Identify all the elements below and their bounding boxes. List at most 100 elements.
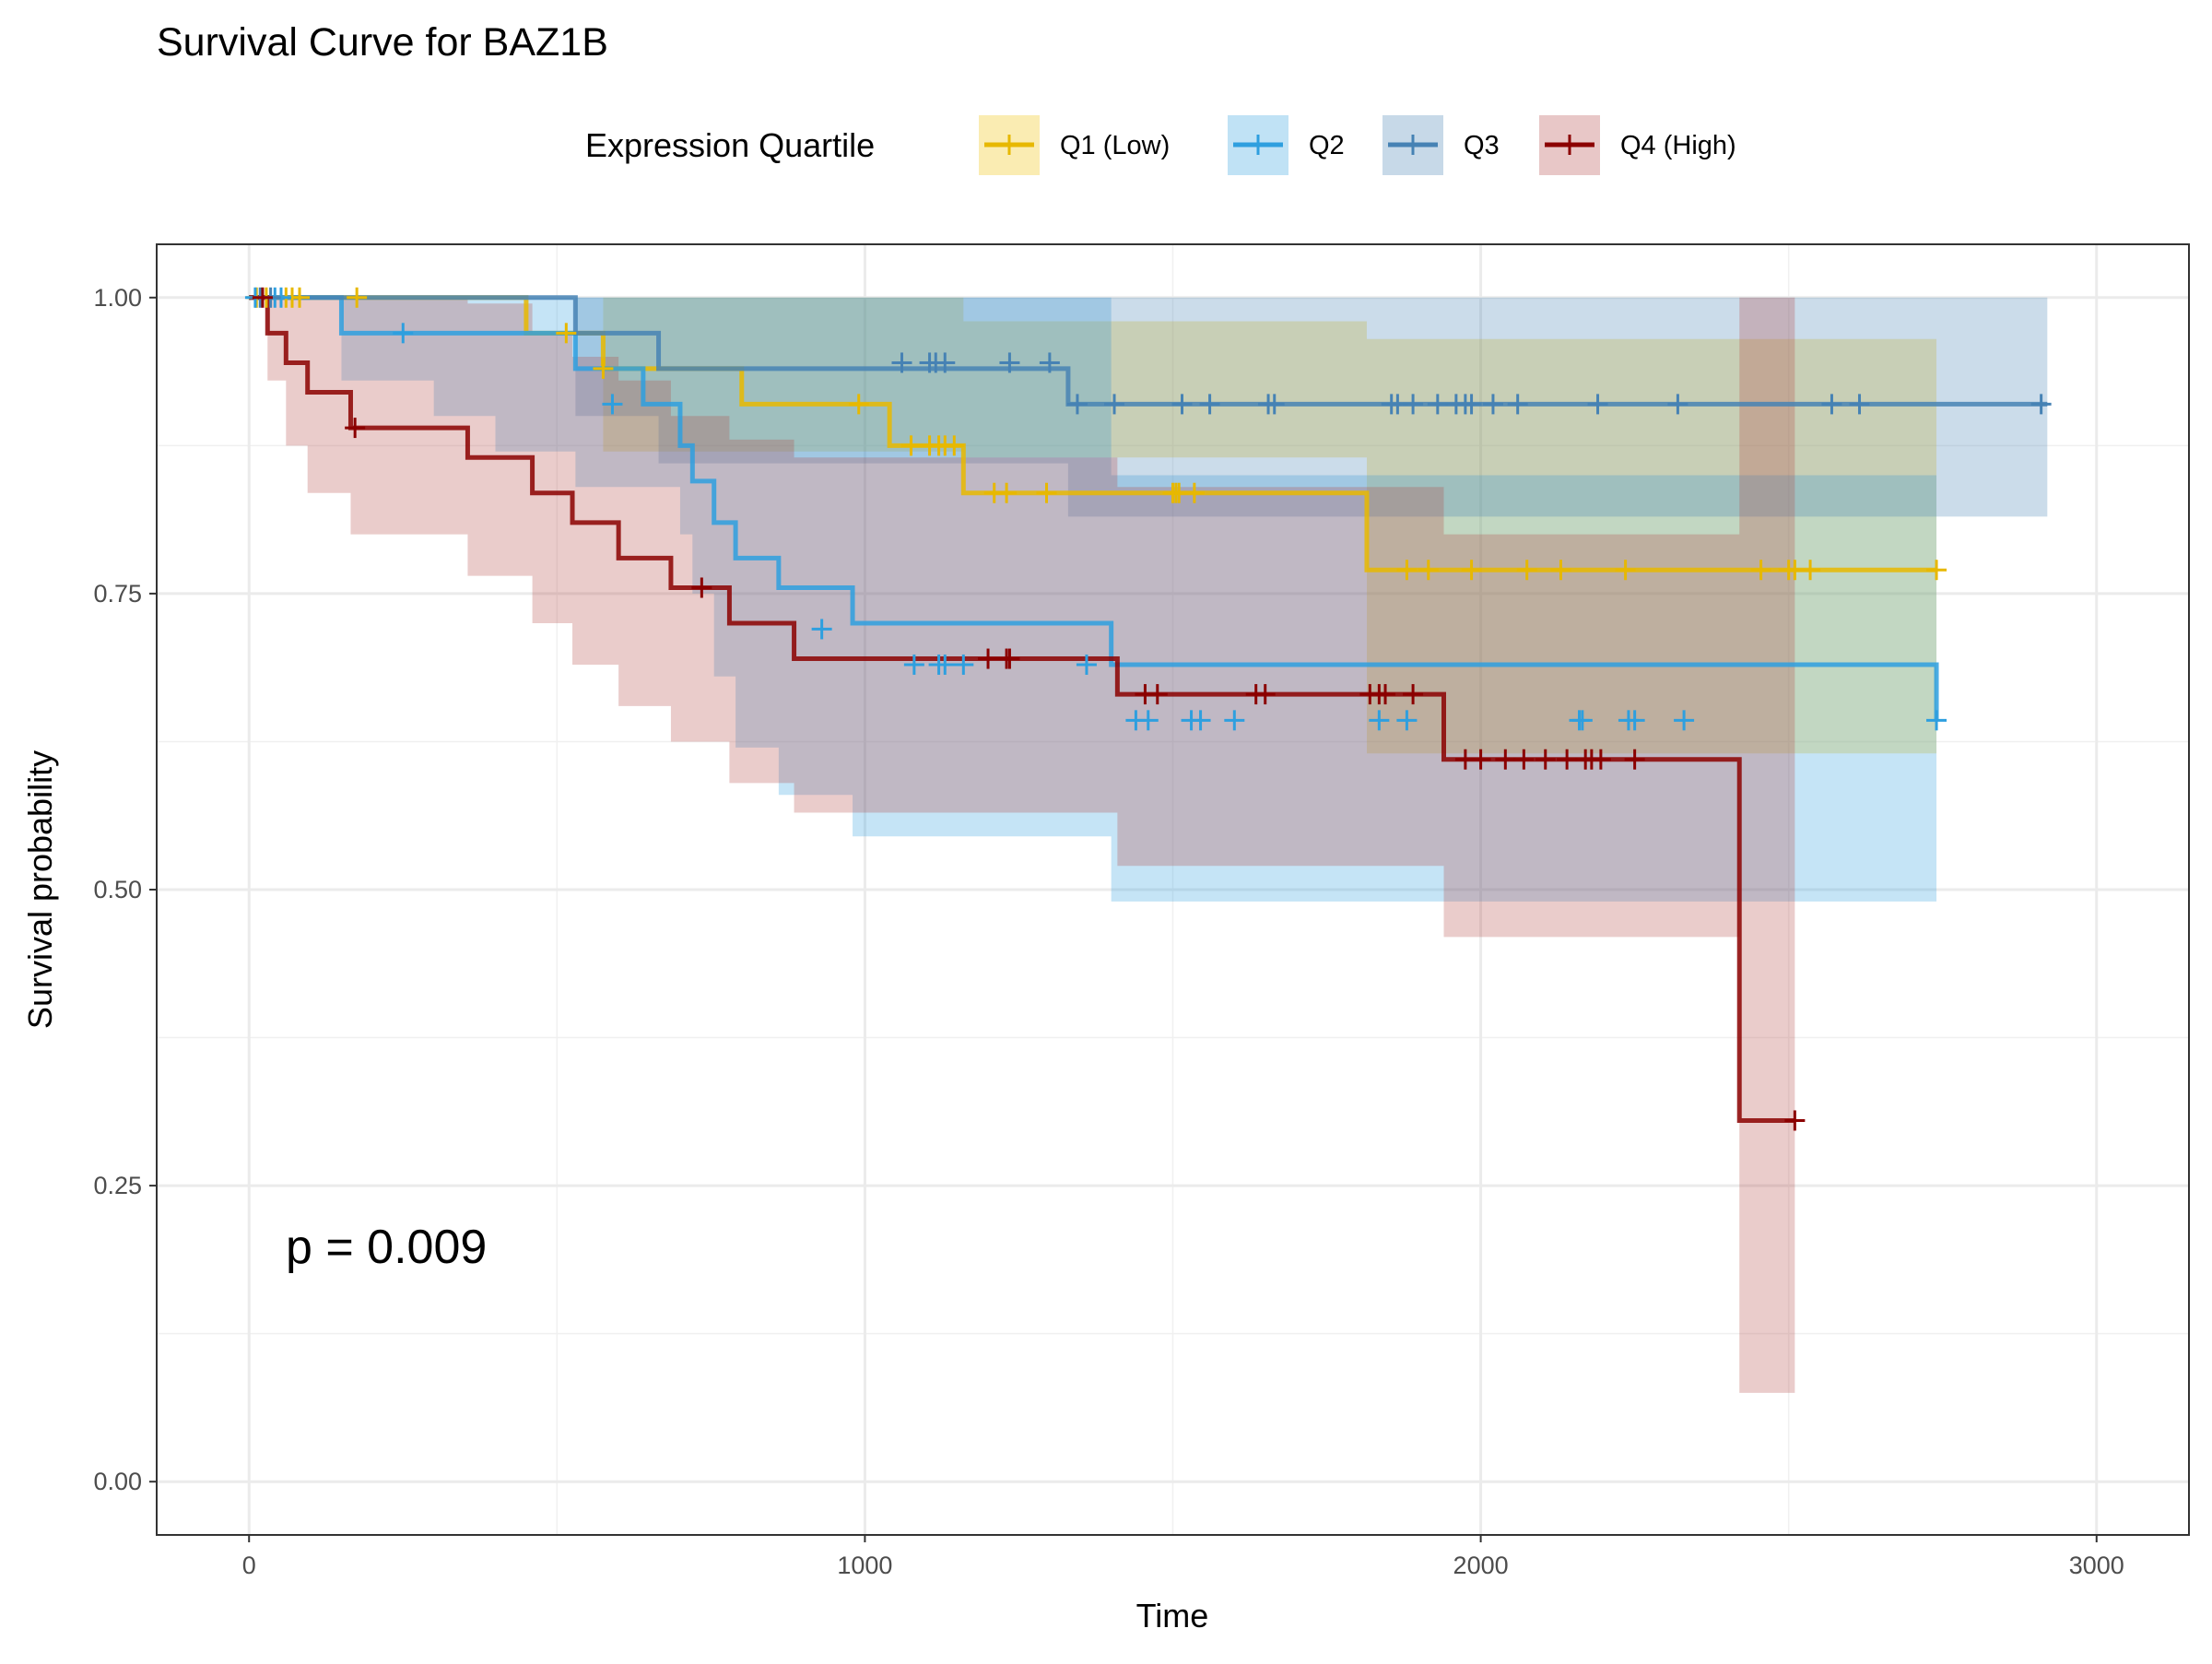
- censor-mark-q4-high: [252, 287, 273, 308]
- censor-mark-q1-low: [1418, 560, 1439, 581]
- censor-mark-q1-low: [848, 394, 869, 415]
- censor-mark-q2: [1224, 710, 1245, 731]
- x-tick-label: 1000: [837, 1552, 892, 1579]
- censor-mark-q4-high: [1557, 749, 1578, 770]
- censor-marks: [244, 287, 2052, 1131]
- censor-mark-q2: [935, 654, 956, 675]
- censor-mark-q3: [1427, 394, 1448, 415]
- censor-mark-q3: [999, 352, 1020, 373]
- censor-mark-q1-low: [347, 287, 368, 308]
- censor-mark-q3: [2030, 394, 2052, 415]
- censor-mark-q2: [1369, 710, 1390, 731]
- legend-label-q2: Q2: [1309, 131, 1345, 160]
- censor-mark-q3: [1264, 394, 1285, 415]
- censor-mark-q2: [953, 654, 974, 675]
- censor-mark-q4-high: [691, 577, 712, 598]
- confidence-bands: [249, 297, 2048, 1393]
- x-tick-label: 0: [242, 1552, 256, 1579]
- censor-mark-q1-low: [944, 435, 965, 456]
- x-tick-label: 3000: [2069, 1552, 2124, 1579]
- ci-band-q2: [249, 297, 1937, 902]
- censor-mark-q3: [1587, 394, 1608, 415]
- censor-mark-q2: [393, 323, 414, 344]
- legend-item-q4-high: Q4 (High): [1539, 115, 1736, 175]
- chart-title: Survival Curve for BAZ1B: [157, 20, 608, 65]
- censor-mark-q3: [1104, 394, 1125, 415]
- legend: Q1 (Low) Q2 Q3 Q4 (High): [979, 115, 1736, 175]
- censor-mark-q1-low: [1183, 482, 1205, 503]
- censor-mark-q4-high: [999, 648, 1020, 669]
- x-tick-label: 2000: [1453, 1552, 1509, 1579]
- censor-mark-q3: [1066, 394, 1088, 415]
- censor-mark-q4-high: [1375, 684, 1396, 705]
- censor-mark-q1-low: [1615, 560, 1636, 581]
- survival-lines: [249, 295, 2048, 1123]
- censor-mark-q1-low: [1550, 560, 1571, 581]
- censor-mark-q3: [1507, 394, 1528, 415]
- censor-mark-q4-high: [1784, 1110, 1806, 1131]
- censor-mark-q2: [1624, 710, 1645, 731]
- censor-mark-q1-low: [1461, 560, 1482, 581]
- censor-mark-q2: [1076, 654, 1097, 675]
- grid: [157, 244, 2189, 1535]
- censor-mark-q1-low: [593, 358, 614, 379]
- censor-mark-q3: [891, 352, 912, 373]
- ci-band-q1-low: [249, 297, 1937, 754]
- censor-mark-q1-low: [1396, 560, 1418, 581]
- ci-band-q3: [249, 297, 2048, 517]
- y-tick-label: 0.25: [93, 1172, 142, 1199]
- censor-mark-q1-low: [289, 287, 311, 308]
- legend-label-q3: Q3: [1464, 131, 1500, 160]
- censor-mark-q4-high: [345, 418, 366, 439]
- censor-mark-q1-low: [1926, 560, 1947, 581]
- censor-mark-q4-high: [1513, 749, 1535, 770]
- axes: 0 1000 2000 3000 0.00 0.25 0.50 0.75 1.00: [93, 284, 2124, 1579]
- y-tick-label: 1.00: [93, 284, 142, 312]
- censor-mark-q4-high: [1147, 684, 1168, 705]
- censor-mark-q2: [1190, 710, 1211, 731]
- censor-mark-q1-low: [900, 435, 922, 456]
- censor-mark-q1-low: [996, 482, 1018, 503]
- y-tick-label: 0.50: [93, 876, 142, 903]
- censor-mark-q2: [1571, 710, 1593, 731]
- censor-mark-q2: [811, 619, 832, 640]
- y-tick-label: 0.75: [93, 580, 142, 608]
- censor-mark-q1-low: [556, 323, 577, 344]
- censor-mark-q2: [1674, 710, 1695, 731]
- censor-mark-q1-low: [1800, 560, 1821, 581]
- y-axis-title: Survival probability: [21, 750, 59, 1029]
- censor-mark-q2: [1396, 710, 1418, 731]
- censor-mark-q4-high: [1535, 749, 1556, 770]
- censor-mark-q3: [1821, 394, 1842, 415]
- censor-mark-q2: [1926, 710, 1947, 731]
- censor-mark-q3: [1667, 394, 1688, 415]
- censor-mark-q3: [1039, 352, 1060, 373]
- censor-mark-q1-low: [1750, 560, 1771, 581]
- legend-label-q1-low: Q1 (Low): [1060, 131, 1170, 160]
- censor-mark-q4-high: [978, 648, 999, 669]
- censor-mark-q3: [935, 352, 956, 373]
- legend-item-q1-low: Q1 (Low): [979, 115, 1170, 175]
- censor-mark-q3: [1482, 394, 1503, 415]
- survival-line-q4-high: [249, 295, 1795, 1123]
- censor-mark-q1-low: [1516, 560, 1537, 581]
- censor-mark-q3: [1403, 394, 1424, 415]
- censor-mark-q2: [903, 654, 924, 675]
- survival-line-q3: [249, 295, 2048, 407]
- x-axis-title: Time: [1136, 1597, 1209, 1634]
- legend-title: Expression Quartile: [585, 126, 875, 164]
- censor-mark-q2: [602, 394, 623, 415]
- legend-label-q4-high: Q4 (High): [1620, 131, 1736, 160]
- censor-mark-q4-high: [1495, 749, 1516, 770]
- censor-mark-q4-high: [1624, 749, 1645, 770]
- censor-mark-q2: [1137, 710, 1159, 731]
- censor-mark-q4-high: [1590, 749, 1611, 770]
- y-tick-label: 0.00: [93, 1468, 142, 1495]
- censor-mark-q4-high: [1403, 684, 1424, 705]
- censor-mark-q1-low: [1036, 482, 1057, 503]
- censor-mark-q3: [1171, 394, 1193, 415]
- censor-mark-q3: [1461, 394, 1482, 415]
- legend-item-q3: Q3: [1382, 115, 1500, 175]
